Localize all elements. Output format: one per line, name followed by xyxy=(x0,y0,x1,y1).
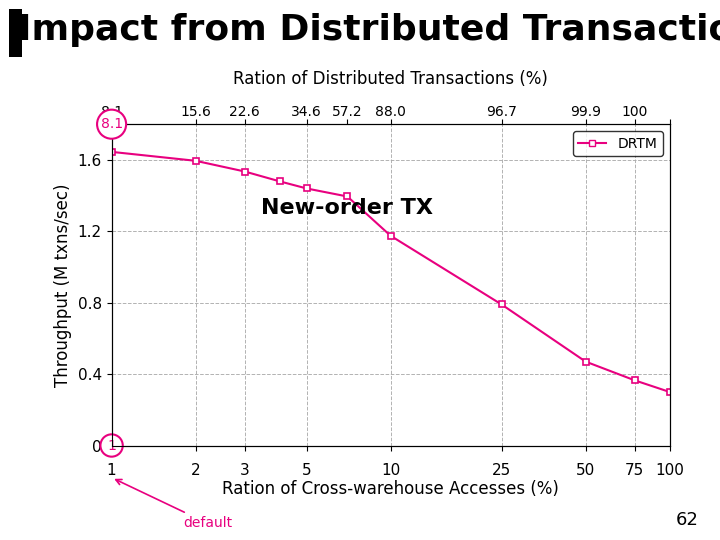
Text: 50: 50 xyxy=(576,463,595,478)
DRTM xyxy=(275,178,284,185)
DRTM xyxy=(581,359,590,365)
DRTM xyxy=(240,168,249,175)
X-axis label: Ration of Cross-warehouse Accesses (%): Ration of Cross-warehouse Accesses (%) xyxy=(222,480,559,498)
Legend: DRTM: DRTM xyxy=(573,131,662,156)
DRTM xyxy=(665,389,674,395)
DRTM xyxy=(631,377,639,383)
Text: Impact from Distributed Transaction: Impact from Distributed Transaction xyxy=(18,13,720,46)
DRTM xyxy=(343,193,351,200)
Text: 75: 75 xyxy=(625,463,644,478)
Text: 8.1: 8.1 xyxy=(101,117,122,131)
Text: default: default xyxy=(116,480,232,530)
DRTM xyxy=(498,301,506,308)
DRTM xyxy=(387,233,395,239)
Text: 99.9: 99.9 xyxy=(570,105,601,119)
Line: DRTM: DRTM xyxy=(108,148,673,395)
Text: New-order TX: New-order TX xyxy=(261,198,433,218)
Y-axis label: Throughput (M txns/sec): Throughput (M txns/sec) xyxy=(54,183,72,387)
Text: 57.2: 57.2 xyxy=(332,105,363,119)
Text: 22.6: 22.6 xyxy=(230,105,260,119)
Text: 3: 3 xyxy=(240,463,250,478)
Text: 8.1: 8.1 xyxy=(101,105,122,119)
Text: 88.0: 88.0 xyxy=(375,105,406,119)
Text: 1: 1 xyxy=(107,438,116,453)
Text: 1: 1 xyxy=(107,463,117,478)
Text: 2: 2 xyxy=(191,463,200,478)
Text: 96.7: 96.7 xyxy=(486,105,517,119)
FancyBboxPatch shape xyxy=(9,9,22,57)
Text: 100: 100 xyxy=(655,463,684,478)
DRTM xyxy=(302,185,311,192)
Text: 34.6: 34.6 xyxy=(291,105,322,119)
Text: 15.6: 15.6 xyxy=(180,105,211,119)
Text: 25: 25 xyxy=(492,463,511,478)
Text: 10: 10 xyxy=(381,463,400,478)
Text: 100: 100 xyxy=(621,105,648,119)
Text: 5: 5 xyxy=(302,463,312,478)
X-axis label: Ration of Distributed Transactions (%): Ration of Distributed Transactions (%) xyxy=(233,70,548,88)
DRTM xyxy=(192,158,200,164)
Text: 62: 62 xyxy=(675,511,698,529)
DRTM xyxy=(107,148,116,155)
